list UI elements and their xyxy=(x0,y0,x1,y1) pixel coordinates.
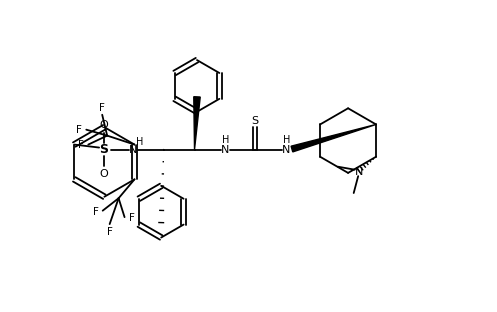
Text: O: O xyxy=(100,169,108,179)
Text: N: N xyxy=(221,144,230,154)
Polygon shape xyxy=(194,97,200,149)
Text: S: S xyxy=(251,116,259,126)
Text: H: H xyxy=(222,135,230,145)
Text: O: O xyxy=(100,120,108,130)
Text: F: F xyxy=(77,125,83,135)
Polygon shape xyxy=(291,124,376,152)
Text: F: F xyxy=(93,207,99,217)
Text: F: F xyxy=(107,227,113,236)
Text: S: S xyxy=(99,143,108,156)
Text: N: N xyxy=(354,167,363,177)
Text: N: N xyxy=(282,144,290,154)
Text: F: F xyxy=(79,139,84,149)
Text: F: F xyxy=(129,213,135,223)
Text: N: N xyxy=(129,144,137,154)
Text: H: H xyxy=(283,135,290,145)
Text: H: H xyxy=(136,137,144,147)
Text: F: F xyxy=(99,103,105,113)
